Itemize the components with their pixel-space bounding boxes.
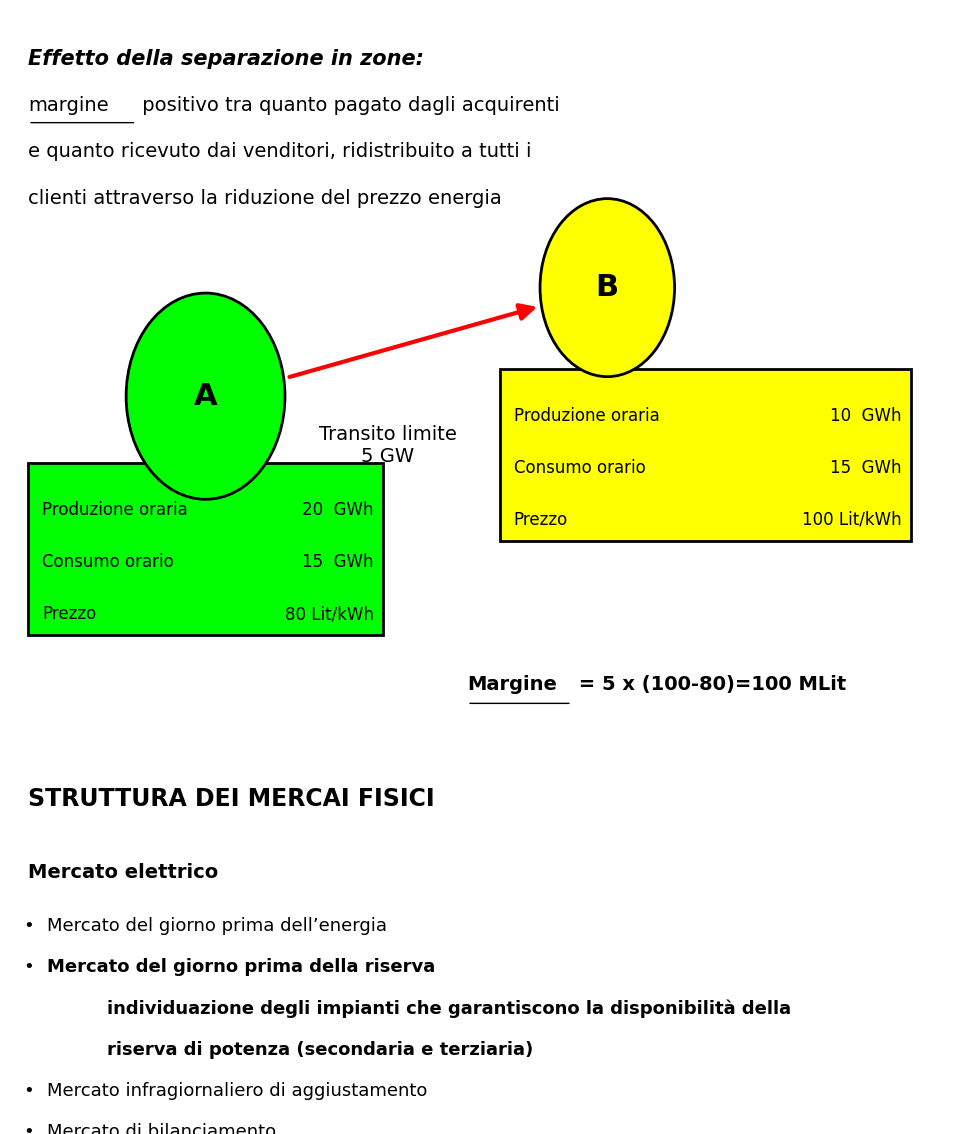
Text: Mercato elettrico: Mercato elettrico <box>28 863 218 882</box>
Text: B: B <box>596 273 619 302</box>
Text: 20  GWh: 20 GWh <box>302 501 373 519</box>
Text: •: • <box>23 1124 35 1134</box>
Text: Transito limite
5 GW: Transito limite 5 GW <box>319 425 457 466</box>
FancyBboxPatch shape <box>500 369 911 541</box>
Text: A: A <box>194 382 217 411</box>
Text: Produzione oraria: Produzione oraria <box>42 501 188 519</box>
Ellipse shape <box>126 293 285 499</box>
Text: = 5 x (100-80)=100 MLit: = 5 x (100-80)=100 MLit <box>572 675 846 694</box>
Text: Mercato infragiornaliero di aggiustamento: Mercato infragiornaliero di aggiustament… <box>47 1082 427 1100</box>
Text: Effetto della separazione in zone:: Effetto della separazione in zone: <box>28 49 424 69</box>
FancyArrowPatch shape <box>290 305 533 376</box>
Text: margine: margine <box>28 95 108 115</box>
Text: 15  GWh: 15 GWh <box>302 553 373 572</box>
Text: individuazione degli impianti che garantiscono la disponibilità della: individuazione degli impianti che garant… <box>108 1000 792 1018</box>
Text: 100 Lit/kWh: 100 Lit/kWh <box>802 510 901 528</box>
Text: •: • <box>23 917 35 936</box>
Text: Prezzo: Prezzo <box>514 510 568 528</box>
Text: Produzione oraria: Produzione oraria <box>514 407 660 425</box>
Text: •: • <box>23 1082 35 1100</box>
Text: 15  GWh: 15 GWh <box>830 459 901 476</box>
FancyBboxPatch shape <box>28 464 383 635</box>
Text: Prezzo: Prezzo <box>42 606 96 624</box>
Ellipse shape <box>540 198 675 376</box>
Text: Margine: Margine <box>468 675 557 694</box>
Text: clienti attraverso la riduzione del prezzo energia: clienti attraverso la riduzione del prez… <box>28 189 502 208</box>
Text: e quanto ricevuto dai venditori, ridistribuito a tutti i: e quanto ricevuto dai venditori, ridistr… <box>28 142 532 161</box>
Text: STRUTTURA DEI MERCAI FISICI: STRUTTURA DEI MERCAI FISICI <box>28 787 435 811</box>
Text: Consumo orario: Consumo orario <box>42 553 174 572</box>
Text: Consumo orario: Consumo orario <box>514 459 646 476</box>
Text: Mercato di bilanciamento: Mercato di bilanciamento <box>47 1124 276 1134</box>
Text: Mercato del giorno prima della riserva: Mercato del giorno prima della riserva <box>47 958 435 976</box>
Text: •: • <box>23 958 35 976</box>
Text: 80 Lit/kWh: 80 Lit/kWh <box>285 606 373 624</box>
Text: Mercato del giorno prima dell’energia: Mercato del giorno prima dell’energia <box>47 917 387 936</box>
Text: riserva di potenza (secondaria e terziaria): riserva di potenza (secondaria e terziar… <box>108 1041 534 1059</box>
Text: 10  GWh: 10 GWh <box>830 407 901 425</box>
Text: positivo tra quanto pagato dagli acquirenti: positivo tra quanto pagato dagli acquire… <box>136 95 560 115</box>
